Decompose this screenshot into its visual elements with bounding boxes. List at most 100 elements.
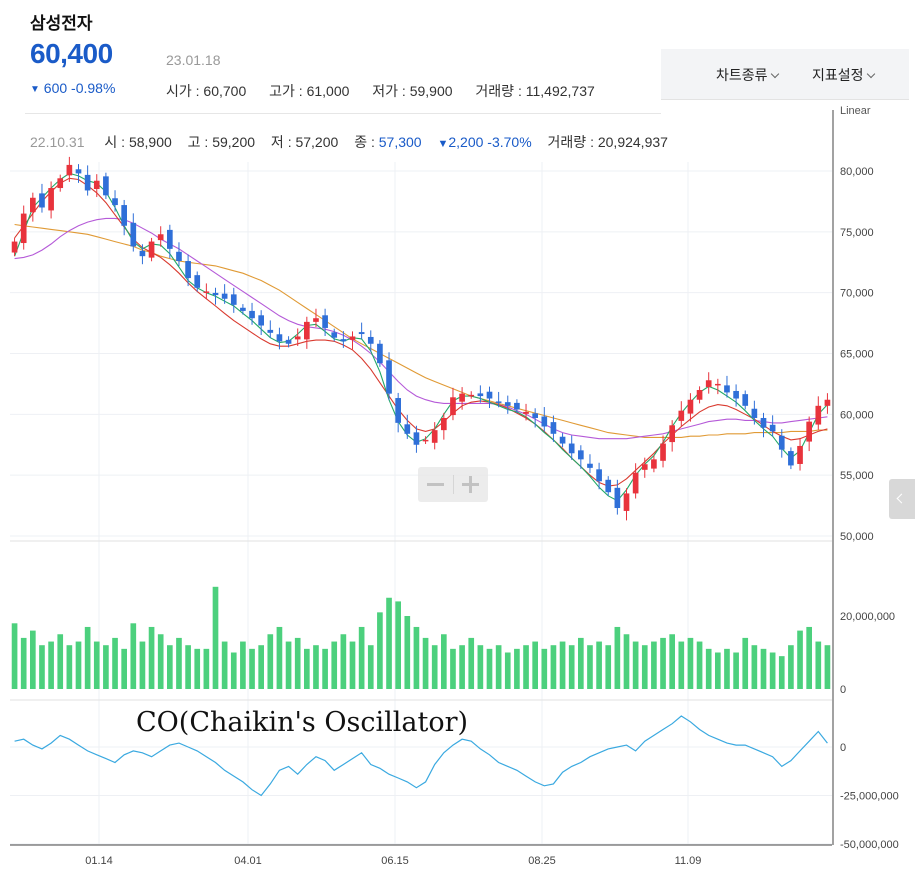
candle-down xyxy=(504,402,511,406)
candle-down xyxy=(358,332,365,335)
candle-down xyxy=(258,315,264,326)
volume-bar xyxy=(404,616,411,689)
volume-bar xyxy=(806,626,812,689)
candle-down xyxy=(514,402,520,410)
volume-tick-label: 0 xyxy=(840,684,846,696)
price-change: ▼ 600 -0.98% xyxy=(30,80,115,96)
volume-bar xyxy=(358,626,365,689)
candle-down xyxy=(112,198,118,206)
candle-down xyxy=(176,251,182,262)
volume-bar xyxy=(249,648,255,689)
price-tick-label: 50,000 xyxy=(840,531,874,543)
minus-icon xyxy=(427,483,444,486)
volume-bar xyxy=(687,637,694,689)
oscillator-tick-label: -50,000,000 xyxy=(840,839,899,851)
candle-up xyxy=(824,399,831,406)
candle-down xyxy=(121,205,127,226)
candle-down xyxy=(285,339,292,344)
zoom-out-button[interactable] xyxy=(418,467,453,502)
zoom-in-button[interactable] xyxy=(453,467,488,502)
indicator-settings-button[interactable]: 지표설정 xyxy=(812,65,875,85)
candle-up xyxy=(459,393,465,402)
stock-name: 삼성전자 xyxy=(30,14,93,33)
volume-bar xyxy=(221,641,228,689)
volume-bar xyxy=(39,645,45,689)
candle-down xyxy=(84,174,91,191)
candle-down xyxy=(395,398,401,423)
candle-up xyxy=(57,178,64,189)
candle-up xyxy=(349,336,356,340)
scale-mode-label[interactable]: Linear xyxy=(840,105,871,117)
volume-bar xyxy=(459,645,465,689)
crosshair-info: 22.10.31 시 : 58,900 고 : 59,200 저 : 57,20… xyxy=(30,132,680,152)
high-price: 고가 : 61,000 xyxy=(269,83,350,99)
volume-bar xyxy=(641,645,648,689)
hover-change-value: 2,200 -3.70% xyxy=(448,134,532,150)
chart-toolbar: 차트종류 지표설정 xyxy=(661,49,909,100)
candle-down xyxy=(367,336,374,344)
time-tick-label: 06.15 xyxy=(381,855,409,867)
volume-bar xyxy=(66,645,73,689)
candle-down xyxy=(532,413,538,418)
volume-bar xyxy=(559,641,566,689)
volume-bar xyxy=(322,648,328,689)
price-change-value: 600 -0.98% xyxy=(43,80,116,96)
volume-bar xyxy=(431,645,438,689)
volume-bar xyxy=(651,641,657,689)
candle-up xyxy=(651,459,657,469)
candle-up xyxy=(66,164,73,176)
side-panel-toggle[interactable] xyxy=(889,479,915,519)
candle-down xyxy=(212,292,219,296)
candle-up xyxy=(441,417,447,431)
volume-bar xyxy=(605,645,612,689)
candle-down xyxy=(167,229,173,249)
volume-bar xyxy=(760,648,767,689)
zoom-control xyxy=(418,467,488,502)
candle-down xyxy=(194,275,201,288)
volume-bar xyxy=(504,652,511,689)
price-tick-label: 80,000 xyxy=(840,166,874,178)
volume-bar xyxy=(824,645,831,689)
volume-bar xyxy=(778,656,785,689)
candle-up xyxy=(422,439,429,442)
candle-down xyxy=(596,469,602,482)
volume-bar xyxy=(523,645,529,689)
volume-bar xyxy=(148,626,155,689)
volume-bar xyxy=(705,648,712,689)
price-tick-label: 75,000 xyxy=(840,227,874,239)
candlesticks xyxy=(11,156,831,521)
candle-down xyxy=(769,424,776,432)
hover-close: 종 : 57,300 xyxy=(354,134,421,150)
volume-bars xyxy=(11,586,831,689)
volume-bar xyxy=(20,637,27,689)
candle-down xyxy=(377,343,383,364)
volume-bar xyxy=(632,641,639,689)
open-price: 시가 : 60,700 xyxy=(166,83,247,99)
volume-bar xyxy=(495,645,502,689)
volume-bar xyxy=(294,637,301,689)
time-tick-label: 08.25 xyxy=(528,855,556,867)
candle-up xyxy=(696,390,703,400)
candle-down xyxy=(724,385,730,393)
volume-bar xyxy=(678,641,685,689)
oscillator-title: CO(Chaikin's Oscillator) xyxy=(136,707,468,738)
price-tick-label: 55,000 xyxy=(840,470,874,482)
volume-bar xyxy=(93,641,100,689)
price-tick-label: 70,000 xyxy=(840,288,874,300)
candle-down xyxy=(550,422,557,434)
volume-bar xyxy=(413,626,420,689)
oscillator-panel xyxy=(14,715,828,797)
volume-bar xyxy=(724,648,730,689)
indicator-settings-label: 지표설정 xyxy=(812,67,864,83)
chart-axes: 80,000 75,000 70,000 65,000 60,000 55,000 50,0… xyxy=(10,110,899,867)
candle-up xyxy=(431,430,438,443)
candle-down xyxy=(139,250,146,257)
candle-up xyxy=(678,410,685,421)
candle-down xyxy=(541,416,548,427)
candle-up xyxy=(632,472,639,494)
candle-down xyxy=(742,394,749,406)
candle-up xyxy=(797,445,803,464)
volume-bar xyxy=(550,645,557,689)
chart-type-button[interactable]: 차트종류 xyxy=(716,65,779,85)
